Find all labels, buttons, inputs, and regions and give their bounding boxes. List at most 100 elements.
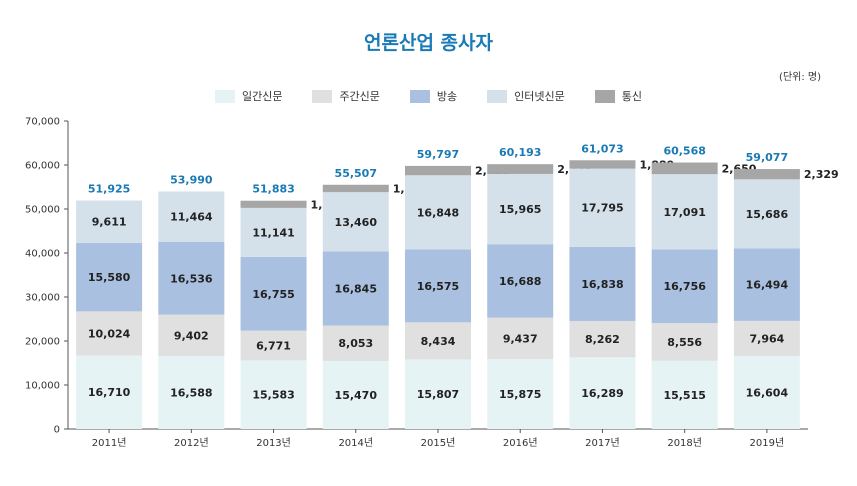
legend-swatch-daily: [214, 89, 235, 103]
chart-title: 언론산업 종사자: [364, 32, 493, 54]
data-label-news-agency: 2,329: [804, 168, 839, 181]
y-tick-label: 50,000: [25, 205, 60, 216]
bar-segment-news-agency: [405, 165, 471, 176]
legend-label-daily: 일간신문: [241, 90, 283, 103]
y-tick-label: 40,000: [25, 249, 60, 260]
bar-segment-weekly: [487, 317, 554, 360]
bar-segment-news-agency: [651, 162, 718, 175]
data-label-daily: 15,515: [663, 389, 705, 402]
bar-segment-broadcast: [733, 248, 800, 321]
bar-segment-internet: [733, 179, 800, 249]
bar-segment-weekly: [322, 325, 389, 361]
legend-item-broadcast: 방송: [409, 88, 457, 104]
x-tick-label: 2018년: [667, 437, 702, 449]
data-label-broadcast: 15,580: [88, 271, 131, 284]
bar-segment-daily: [569, 357, 636, 429]
x-tick-label: 2013년: [256, 437, 291, 449]
data-label-internet: 15,686: [746, 208, 789, 221]
data-label-weekly: 9,437: [503, 332, 538, 345]
total-label: 53,990: [170, 173, 213, 186]
x-tick-label: 2014년: [338, 437, 373, 449]
x-tick-label: 2019년: [750, 437, 785, 449]
bar-segment-internet: [76, 200, 143, 243]
data-label-internet: 11,464: [170, 211, 213, 224]
bar-segment-weekly: [158, 314, 225, 357]
bar-segment-news-agency: [322, 184, 389, 193]
y-tick-label: 30,000: [25, 293, 60, 304]
bar-segment-broadcast: [569, 246, 636, 321]
data-label-daily: 15,807: [417, 388, 459, 401]
legend-swatch-news-agency: [594, 89, 615, 103]
bar-segment-daily: [487, 359, 554, 429]
total-label: 51,883: [252, 183, 294, 196]
data-label-internet: 15,965: [499, 203, 541, 216]
x-tick-label: 2012년: [174, 437, 209, 449]
data-label-daily: 15,875: [499, 388, 541, 401]
bar-segment-broadcast: [651, 249, 718, 324]
bar-segment-internet: [158, 191, 225, 242]
data-label-broadcast: 16,688: [499, 275, 541, 288]
bar-segment-broadcast: [487, 244, 554, 318]
legend: 일간신문 주간신문 방송 인터넷신문 통신: [0, 88, 857, 104]
data-label-broadcast: 16,845: [335, 282, 377, 295]
bar-segment-news-agency: [240, 200, 307, 208]
bar-segment-daily: [76, 355, 143, 429]
data-label-internet: 16,848: [417, 206, 459, 219]
y-tick-label: 20,000: [25, 337, 60, 348]
data-label-weekly: 7,964: [749, 332, 784, 345]
data-label-daily: 16,604: [746, 386, 789, 399]
data-label-broadcast: 16,575: [417, 280, 459, 293]
bar-segment-weekly: [569, 320, 636, 358]
data-label-daily: 16,710: [88, 386, 131, 399]
bar-segment-broadcast: [240, 256, 307, 331]
data-label-weekly: 10,024: [88, 327, 131, 340]
bar-segment-internet: [487, 173, 554, 245]
bar-segment-daily: [405, 359, 471, 429]
total-label: 61,073: [581, 142, 623, 155]
total-label: 59,797: [417, 148, 459, 161]
data-label-weekly: 9,402: [174, 329, 209, 342]
data-label-weekly: 8,556: [667, 336, 702, 349]
data-label-weekly: 6,771: [256, 340, 291, 353]
data-label-broadcast: 16,536: [170, 272, 213, 285]
bar-segment-broadcast: [405, 249, 471, 323]
bar-segment-internet: [569, 168, 636, 247]
data-label-internet: 11,141: [252, 226, 294, 239]
bar-segment-broadcast: [158, 241, 225, 315]
bar-segment-weekly: [240, 330, 307, 361]
legend-label-weekly: 주간신문: [339, 90, 380, 103]
legend-swatch-broadcast: [409, 89, 430, 103]
bar-segment-broadcast: [322, 251, 389, 326]
data-label-daily: 16,588: [170, 387, 212, 400]
y-tick-label: 70,000: [25, 117, 60, 128]
legend-swatch-internet: [487, 89, 508, 103]
bar-segment-daily: [158, 356, 225, 429]
bar-segment-internet: [240, 207, 307, 257]
unit-note: (단위: 명): [779, 72, 821, 83]
bar-segment-daily: [651, 360, 718, 429]
y-tick-label: 10,000: [25, 381, 60, 392]
data-label-weekly: 8,434: [421, 335, 456, 348]
data-label-broadcast: 16,838: [581, 278, 623, 291]
bar-segment-broadcast: [76, 242, 143, 312]
legend-item-daily: 일간신문: [214, 88, 283, 104]
bar-segment-news-agency: [487, 164, 554, 174]
bar-segment-daily: [322, 360, 389, 429]
bar-segment-news-agency: [733, 169, 800, 180]
data-label-internet: 13,460: [335, 216, 378, 229]
data-label-broadcast: 16,494: [746, 279, 789, 292]
legend-item-weekly: 주간신문: [312, 88, 380, 104]
legend-item-news-agency: 통신: [594, 88, 642, 104]
x-tick-label: 2016년: [503, 437, 538, 449]
total-label: 51,925: [88, 183, 130, 196]
data-label-daily: 15,583: [252, 389, 294, 402]
data-label-daily: 15,470: [335, 389, 378, 402]
bar-segment-weekly: [651, 323, 718, 361]
data-label-weekly: 8,053: [338, 337, 373, 350]
legend-label-internet: 인터넷신문: [514, 90, 565, 103]
bar-segment-weekly: [405, 322, 471, 360]
total-label: 55,507: [335, 167, 377, 180]
data-label-weekly: 8,262: [585, 333, 620, 346]
bar-segment-daily: [733, 355, 800, 429]
